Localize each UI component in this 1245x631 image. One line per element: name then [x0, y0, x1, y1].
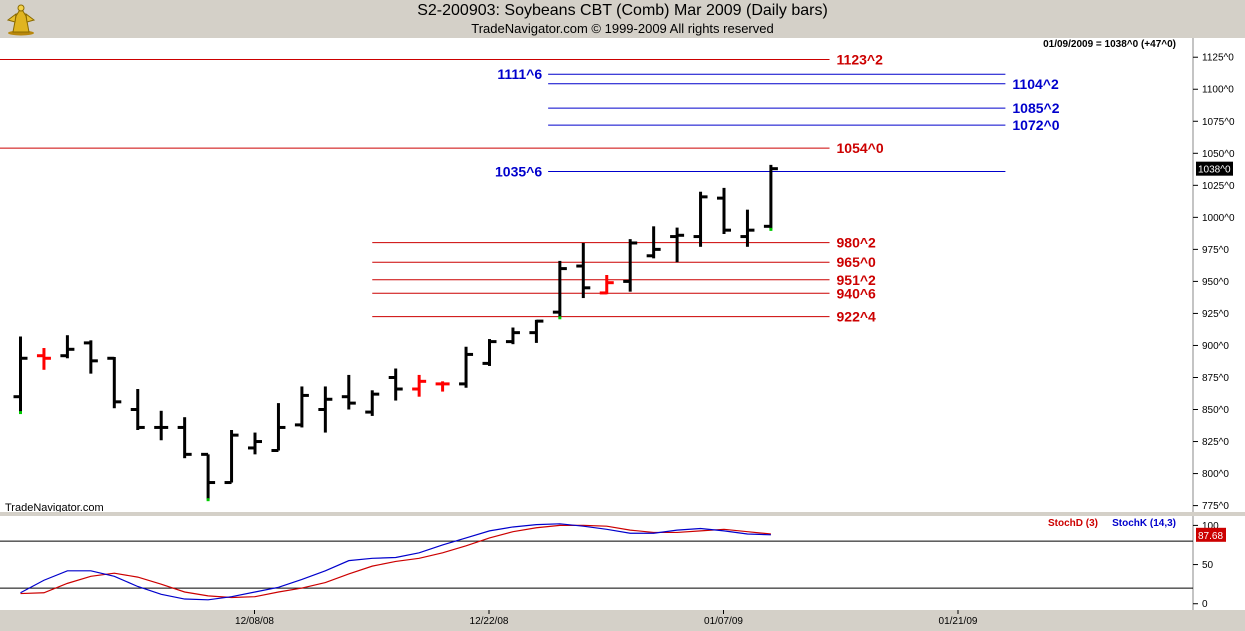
date-axis-background [0, 610, 1245, 631]
stochastic-tick-label: 50 [1202, 560, 1214, 571]
last-price-marker: 1038^0 [1196, 161, 1233, 176]
watermark-text: TradeNavigator.com [5, 502, 104, 514]
stochastic-last-value-box [1196, 527, 1226, 542]
ohlc-bar[interactable] [130, 389, 145, 431]
ohlc-bar[interactable] [412, 374, 427, 397]
ohlc-bar[interactable] [177, 417, 192, 459]
price-tick-label: 975^0 [1202, 245, 1229, 256]
ohlc-bar[interactable] [482, 339, 497, 366]
stochk-line[interactable] [20, 523, 771, 601]
ohlc-bar[interactable] [271, 403, 286, 453]
price-level-label: 1104^2 [1012, 76, 1059, 92]
ohlc-bars [13, 164, 778, 502]
price-level-label: 940^6 [837, 285, 877, 301]
price-tick-label: 825^0 [1202, 437, 1229, 448]
ohlc-bar[interactable] [623, 239, 638, 292]
ohlc-bar[interactable] [13, 336, 28, 415]
ohlc-bar[interactable] [717, 187, 731, 235]
price-level-label: 965^0 [837, 254, 877, 270]
stochastic-plot-background [0, 516, 1193, 610]
price-level-label: 1123^2 [837, 51, 884, 67]
price-level-label: 1085^2 [1012, 100, 1059, 116]
price-tick-label: 1125^0 [1202, 53, 1234, 64]
ohlc-bar[interactable] [763, 164, 778, 231]
ohlc-bar[interactable] [599, 275, 614, 295]
stochastic-tick-label: 0 [1202, 599, 1208, 610]
price-tick-label: 850^0 [1202, 405, 1229, 416]
chart-area: 01/09/2009 = 1038^0 (+47^0) TradeNavigat… [0, 38, 1245, 631]
ohlc-bar[interactable] [388, 368, 403, 401]
low-marker-dot [558, 316, 562, 320]
price-axis-ticks: 775^0 800^0 825^0 850^0 875^0 900^0 925^0 950^0… [1193, 53, 1235, 512]
legend-stochd: StochD (3) [1048, 518, 1098, 529]
ohlc-bar[interactable] [740, 209, 755, 247]
ohlc-bar[interactable] [36, 348, 51, 370]
price-plot-background [0, 38, 1193, 512]
pane-separator[interactable] [0, 512, 1245, 516]
ohlc-bar[interactable] [435, 381, 450, 392]
price-tick-label: 875^0 [1202, 373, 1229, 384]
date-tick-label: 12/22/08 [470, 616, 509, 627]
ohlc-bar[interactable] [552, 260, 567, 320]
price-level-label: 980^2 [837, 235, 877, 251]
last-price-box [1196, 161, 1233, 176]
price-tick-label: 950^0 [1202, 277, 1229, 288]
chart-title: S2-200903: Soybeans CBT (Comb) Mar 2009 … [417, 2, 828, 19]
stochd-line[interactable] [20, 524, 771, 599]
ohlc-bar[interactable] [224, 430, 239, 485]
ohlc-bar[interactable] [341, 374, 356, 410]
price-level-label: 1054^0 [837, 140, 884, 156]
stochastic-last-value-label: 87.68 [1198, 531, 1223, 542]
ohlc-bar[interactable] [670, 227, 685, 263]
legend-stochk: StochK (14,3) [1112, 518, 1176, 529]
ohlc-bar[interactable] [693, 191, 708, 247]
price-tick-label: 775^0 [1202, 501, 1229, 512]
ohlc-bar[interactable] [459, 346, 474, 388]
price-tick-label: 1050^0 [1202, 149, 1235, 160]
trade-navigator-logo-icon [6, 4, 36, 36]
ohlc-bar[interactable] [107, 356, 122, 409]
chart-header: S2-200903: Soybeans CBT (Comb) Mar 2009 … [0, 0, 1245, 38]
low-marker-dot [769, 227, 773, 231]
price-level-label: 922^4 [837, 309, 877, 325]
price-info-readout: 01/09/2009 = 1038^0 (+47^0) [1043, 39, 1176, 50]
low-marker-dot [206, 498, 210, 502]
date-tick-label: 12/08/08 [235, 616, 274, 627]
price-tick-label: 900^0 [1202, 341, 1229, 352]
ohlc-bar[interactable] [83, 340, 98, 374]
price-level-label: 951^2 [837, 272, 877, 288]
ohlc-bar[interactable] [60, 335, 75, 359]
ohlc-bar[interactable] [529, 319, 544, 343]
ohlc-bar[interactable] [154, 410, 169, 441]
last-price-label: 1038^0 [1198, 165, 1231, 176]
ohlc-bar[interactable] [576, 242, 591, 299]
ohlc-bar[interactable] [365, 390, 380, 416]
price-level-label: 1035^6 [495, 164, 542, 180]
low-marker-dot [19, 411, 22, 415]
price-level-label: 1111^6 [497, 66, 542, 82]
price-tick-label: 1025^0 [1202, 181, 1235, 192]
ohlc-bar[interactable] [201, 452, 216, 502]
stochastic-tick-label: 100 [1202, 521, 1219, 532]
date-axis: 12/08/08 12/22/08 01/07/09 01/21/09 [235, 610, 978, 627]
date-tick-label: 01/07/09 [704, 616, 743, 627]
date-tick-label: 01/21/09 [939, 616, 978, 627]
price-tick-label: 1000^0 [1202, 213, 1235, 224]
price-level-label: 1072^0 [1012, 117, 1059, 133]
price-tick-label: 925^0 [1202, 309, 1229, 320]
ohlc-bar[interactable] [248, 432, 262, 455]
ohlc-bar[interactable] [646, 226, 661, 259]
ohlc-bar[interactable] [294, 386, 309, 428]
ohlc-bar[interactable] [318, 386, 333, 433]
ohlc-bar[interactable] [505, 327, 520, 345]
copyright-text: TradeNavigator.com © 1999-2009 All right… [471, 21, 774, 36]
price-tick-label: 1075^0 [1202, 117, 1235, 128]
price-tick-label: 1100^0 [1202, 85, 1234, 96]
price-tick-label: 800^0 [1202, 469, 1229, 480]
price-axis-background [1193, 38, 1245, 512]
